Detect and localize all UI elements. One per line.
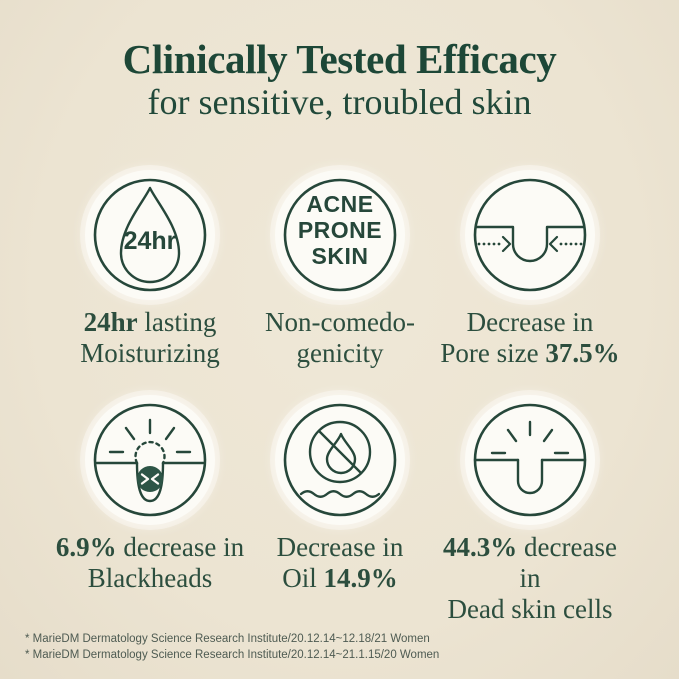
icon-text-24hr: 24hr: [124, 227, 177, 255]
feature-label-moisturizing: 24hr lasting Moisturizing: [80, 307, 220, 369]
feature-label-pore: Decrease in Pore size 37.5%: [440, 307, 619, 369]
feature-label-line: Pore size 37.5%: [440, 338, 619, 369]
feature-label-line: Decrease in: [277, 532, 404, 563]
icon-text-prone: PRONE: [298, 217, 382, 243]
feature-deadskin: 44.3% decrease in Dead skin cells: [435, 395, 625, 625]
feature-label-line: 6.9% decrease in: [56, 532, 244, 563]
feature-label-noncomedogenic: Non-comedo-genicity: [265, 307, 415, 369]
no-oil-drop-icon: [275, 395, 405, 525]
feature-blackhead: 6.9% decrease in Blackheads: [55, 395, 245, 625]
label-segment: 37.5%: [545, 338, 620, 368]
feature-label-line: Non-comedo-: [265, 307, 415, 338]
label-segment: 14.9%: [323, 563, 398, 593]
feature-label-line: genicity: [265, 338, 415, 369]
label-segment: Decrease in: [466, 307, 594, 337]
label-segment: Blackheads: [87, 563, 213, 593]
feature-label-blackhead: 6.9% decrease in Blackheads: [56, 532, 244, 594]
acne-prone-skin-badge-icon: ACNE PRONE SKIN: [275, 170, 405, 300]
footnotes: * MarieDM Dermatology Science Research I…: [25, 631, 439, 663]
footnote-line: * MarieDM Dermatology Science Research I…: [25, 633, 430, 645]
label-segment: Dead skin cells: [447, 594, 613, 624]
label-segment: 44.3%: [443, 532, 518, 562]
page-title: Clinically Tested Efficacy: [122, 36, 557, 82]
feature-label-line: Oil 14.9%: [277, 563, 404, 594]
feature-label-line: Moisturizing: [80, 338, 220, 369]
label-segment: decrease in: [116, 532, 245, 562]
icon-text-skin: SKIN: [312, 243, 369, 269]
feature-label-line: Dead skin cells: [435, 594, 625, 625]
features-grid: 24hr 24hr lasting Moisturizing ACNE PRONE SKI…: [55, 170, 625, 625]
label-segment: Decrease in: [276, 532, 404, 562]
label-segment: 6.9%: [55, 532, 117, 562]
feature-label-line: 44.3% decrease in: [435, 532, 625, 594]
clean-pore-dead-skin-icon: [465, 395, 595, 525]
label-segment: decrease in: [517, 532, 617, 593]
feature-label-oil: Decrease in Oil 14.9%: [277, 532, 404, 594]
feature-label-line: 24hr lasting: [80, 307, 220, 338]
label-segment: Oil: [282, 563, 324, 593]
pore-size-shrink-icon: [465, 170, 595, 300]
feature-pore: Decrease in Pore size 37.5%: [435, 170, 625, 369]
icon-text-acne: ACNE: [306, 191, 373, 217]
label-segment: genicity: [296, 338, 384, 368]
label-segment: Non-comedo-: [265, 307, 415, 337]
feature-label-line: Decrease in: [440, 307, 619, 338]
feature-label-deadskin: 44.3% decrease in Dead skin cells: [435, 532, 625, 625]
feature-moisturizing: 24hr 24hr lasting Moisturizing: [55, 170, 245, 369]
page-subtitle: for sensitive, troubled skin: [147, 82, 532, 122]
footnote-line: * MarieDM Dermatology Science Research I…: [25, 649, 440, 661]
feature-label-line: Blackheads: [56, 563, 244, 594]
label-segment: 24hr: [83, 307, 138, 337]
feature-noncomedogenic: ACNE PRONE SKIN Non-comedo-genicity: [245, 170, 435, 369]
blackhead-extraction-icon: [85, 395, 215, 525]
label-segment: lasting: [137, 307, 217, 337]
label-segment: Pore size: [440, 338, 546, 368]
label-segment: Moisturizing: [80, 338, 220, 368]
water-drop-24hr-icon: 24hr: [85, 170, 215, 300]
feature-oil: Decrease in Oil 14.9%: [245, 395, 435, 625]
